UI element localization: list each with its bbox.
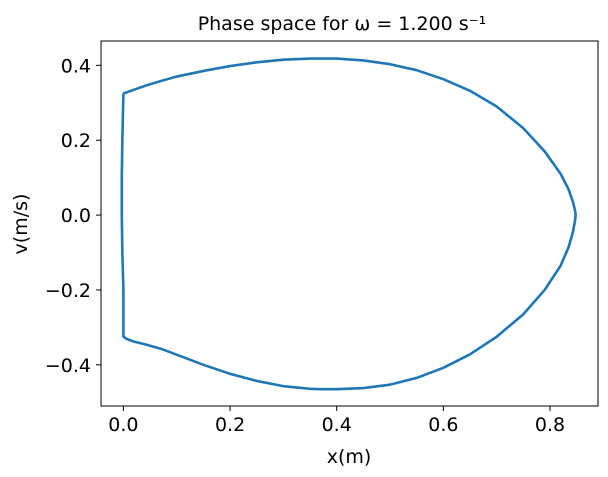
y-tick-label: 0.2 [61,130,91,152]
x-tick-label: 0.0 [108,414,138,436]
x-tick-label: 0.2 [215,414,245,436]
chart-title: Phase space for ω = 1.200 s⁻¹ [198,13,487,35]
y-axis-ticks: −0.4 −0.2 0.0 0.2 0.4 [45,55,101,376]
y-axis-label: v(m/s) [10,194,32,255]
y-tick-label: −0.4 [45,355,91,377]
y-tick-label: 0.4 [61,55,91,77]
y-tick-label: 0.0 [61,205,91,227]
x-axis-label: x(m) [327,446,372,468]
x-tick-label: 0.8 [535,414,565,436]
plot-frame [101,41,598,406]
x-axis-ticks: 0.0 0.2 0.4 0.6 0.8 [108,406,565,436]
series-line-0 [122,59,576,390]
y-tick-label: −0.2 [45,280,91,302]
plot-area [122,59,576,390]
x-tick-label: 0.4 [322,414,352,436]
x-tick-label: 0.6 [428,414,458,436]
